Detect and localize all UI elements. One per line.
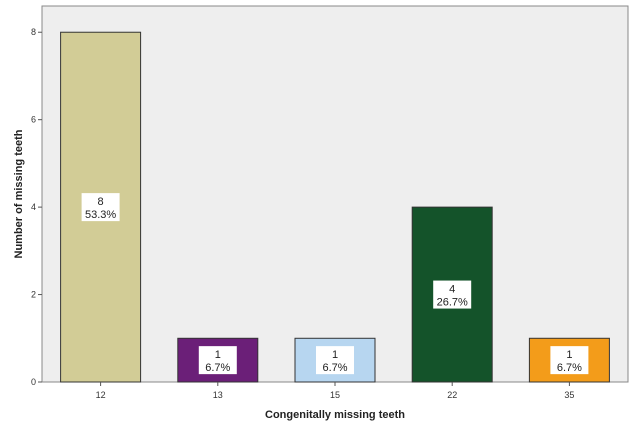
data-label-percent: 6.7% xyxy=(322,362,347,374)
y-axis: 0 2 4 6 8 xyxy=(31,27,42,387)
data-label-35: 16.7% xyxy=(550,346,589,375)
data-label-count: 1 xyxy=(332,349,338,361)
x-tick-label: 13 xyxy=(213,390,223,400)
data-label-percent: 6.7% xyxy=(557,362,582,374)
data-label-15: 16.7% xyxy=(316,346,354,375)
data-label-percent: 53.3% xyxy=(85,209,116,221)
y-tick-label: 0 xyxy=(31,377,36,387)
x-tick-label: 22 xyxy=(447,390,457,400)
data-label-13: 16.7% xyxy=(198,346,237,375)
x-tick-label: 12 xyxy=(96,390,106,400)
data-label-22: 426.7% xyxy=(433,280,472,309)
data-label-percent: 6.7% xyxy=(205,362,230,374)
data-label-count: 4 xyxy=(449,284,455,296)
data-label-box xyxy=(316,346,354,375)
data-label-percent: 26.7% xyxy=(437,297,468,309)
data-label-box xyxy=(198,346,237,375)
y-axis-title: Number of missing teeth xyxy=(13,129,25,258)
x-tick-label: 15 xyxy=(330,390,340,400)
data-label-count: 1 xyxy=(566,349,572,361)
bars-layer xyxy=(60,31,610,383)
data-label-box xyxy=(81,193,120,222)
data-label-count: 8 xyxy=(98,196,104,208)
data-label-box xyxy=(433,280,472,309)
x-axis: 12 13 15 22 35 xyxy=(96,382,574,400)
x-axis-title: Congenitally missing teeth xyxy=(265,409,405,421)
y-tick-label: 2 xyxy=(31,290,36,300)
y-tick-label: 4 xyxy=(31,202,36,212)
y-tick-label: 6 xyxy=(31,115,36,125)
data-label-box xyxy=(550,346,589,375)
x-tick-label: 35 xyxy=(564,390,574,400)
data-labels-layer: 853.3%16.7%16.7%426.7%16.7% xyxy=(81,193,589,375)
y-tick-label: 8 xyxy=(31,27,36,37)
data-label-count: 1 xyxy=(215,349,221,361)
data-label-12: 853.3% xyxy=(81,193,120,222)
